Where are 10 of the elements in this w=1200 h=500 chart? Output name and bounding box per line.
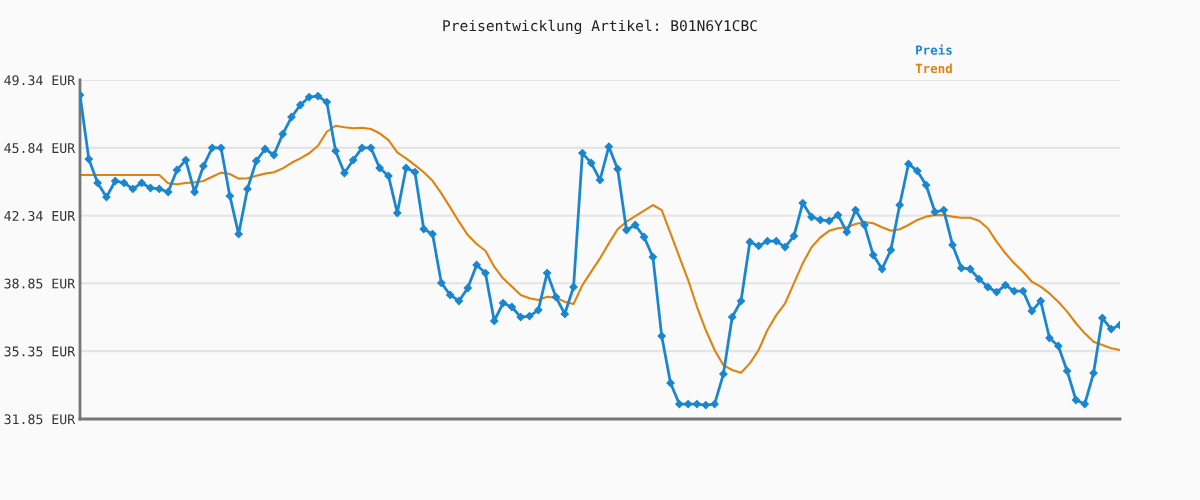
line-series	[80, 124, 1120, 374]
y-tick-label: 38.85 EUR	[4, 278, 76, 289]
chart-title: Preisentwicklung Artikel: B01N6Y1CBC	[443, 19, 757, 35]
y-tick-label: 31.85 EUR	[4, 414, 76, 425]
y-tick-label: 45.84 EUR	[4, 143, 76, 154]
y-tick-label: 35.35 EUR	[4, 346, 76, 357]
text: Trend	[915, 63, 952, 74]
y-tick-label: 49.34 EUR	[4, 75, 76, 86]
y-tick-label: 42.34 EUR	[4, 210, 76, 221]
text: Preis	[916, 44, 952, 55]
